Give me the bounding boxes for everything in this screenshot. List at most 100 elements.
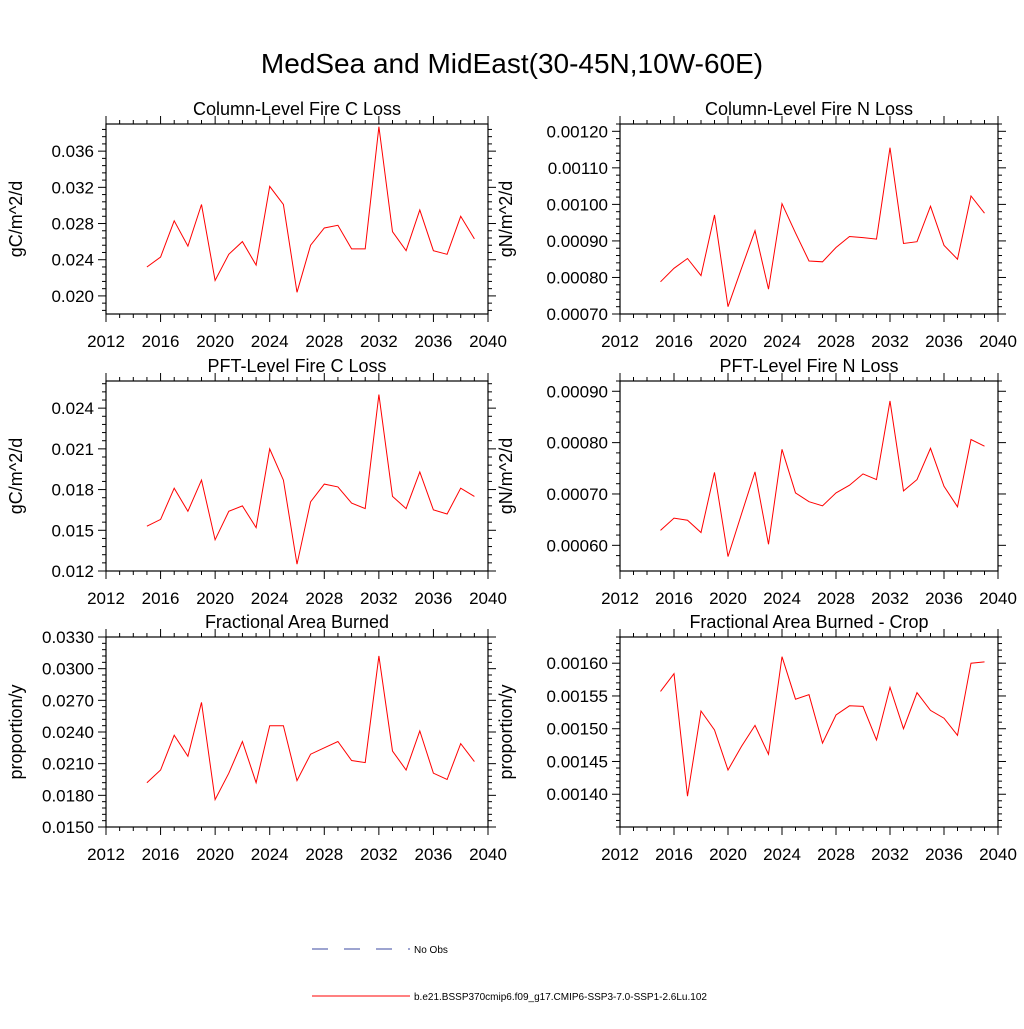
data-point — [808, 500, 810, 502]
data-point — [713, 729, 715, 731]
y-tick-label: 0.018 — [51, 481, 94, 500]
data-point — [835, 246, 837, 248]
data-point — [754, 229, 756, 231]
data-point — [228, 510, 230, 512]
plot-frame — [619, 380, 999, 572]
data-point — [754, 471, 756, 473]
data-point — [241, 505, 243, 507]
data-point — [673, 517, 675, 519]
data-point — [473, 495, 475, 497]
data-point — [364, 761, 366, 763]
data-point — [200, 701, 202, 703]
data-point — [309, 501, 311, 503]
panel-title: Column-Level Fire C Loss — [193, 99, 401, 119]
y-tick-label: 0.021 — [51, 440, 94, 459]
y-tick-label: 0.0270 — [42, 691, 94, 710]
plot-frame — [105, 636, 489, 828]
legend-obs-label: No Obs — [414, 945, 448, 956]
data-point — [173, 734, 175, 736]
data-point — [350, 248, 352, 250]
y-axis-label: proportion/y — [496, 684, 516, 779]
data-point — [956, 506, 958, 508]
y-tick-label: 0.028 — [51, 215, 94, 234]
y-tick-label: 0.0240 — [42, 723, 94, 742]
y-tick-label: 0.00160 — [547, 654, 608, 673]
y-tick-label: 0.0150 — [42, 818, 94, 837]
y-tick-label: 0.0330 — [42, 628, 94, 647]
data-point — [875, 739, 877, 741]
data-point — [378, 126, 380, 128]
x-tick-label: 2012 — [601, 589, 639, 608]
data-point — [350, 502, 352, 504]
data-point — [767, 753, 769, 755]
data-point — [727, 305, 729, 307]
x-tick-label: 2040 — [979, 845, 1017, 864]
panel-5: 2012 2016 2020 2024 2028 2032 2036 2040 0.0150 0.… — [6, 612, 507, 864]
y-tick-label: 0.036 — [51, 142, 94, 161]
x-tick-label: 2040 — [469, 589, 507, 608]
y-axis-label: gN/m^2/d — [496, 181, 516, 257]
data-point — [378, 393, 380, 395]
x-tick-label: 2040 — [979, 332, 1017, 351]
x-tick-label: 2036 — [925, 589, 963, 608]
plot-frame — [105, 380, 489, 572]
data-point — [781, 202, 783, 204]
data-point — [700, 274, 702, 276]
data-point — [983, 661, 985, 663]
data-point — [848, 484, 850, 486]
data-point — [269, 448, 271, 450]
y-tick-label: 0.00140 — [547, 785, 608, 804]
data-point — [391, 230, 393, 232]
y-tick-label: 0.020 — [51, 287, 94, 306]
x-tick-label: 2016 — [655, 332, 693, 351]
y-tick-label: 0.00080 — [547, 268, 608, 287]
y-tick-label: 0.0300 — [42, 660, 94, 679]
data-point — [200, 203, 202, 205]
series-line — [660, 400, 985, 557]
data-point — [296, 779, 298, 781]
data-point — [309, 244, 311, 246]
x-tick-label: 2040 — [979, 589, 1017, 608]
data-point — [391, 495, 393, 497]
data-point — [296, 563, 298, 565]
panel-title: PFT-Level Fire N Loss — [719, 356, 898, 376]
data-point — [323, 747, 325, 749]
panel-3: 2012 2016 2020 2024 2028 2032 2036 2040 0.012 0.0… — [6, 356, 507, 608]
data-point — [970, 662, 972, 664]
data-point — [740, 745, 742, 747]
x-tick-label: 2012 — [87, 589, 125, 608]
data-point — [686, 519, 688, 521]
panel-title: PFT-Level Fire C Loss — [207, 356, 386, 376]
data-point — [405, 249, 407, 251]
y-tick-label: 0.024 — [51, 399, 94, 418]
x-tick-label: 2024 — [763, 845, 801, 864]
data-point — [391, 750, 393, 752]
data-point — [187, 755, 189, 757]
x-tick-label: 2028 — [817, 589, 855, 608]
data-point — [794, 492, 796, 494]
x-tick-label: 2012 — [87, 845, 125, 864]
data-point — [983, 212, 985, 214]
data-point — [269, 185, 271, 187]
data-point — [902, 242, 904, 244]
data-point — [159, 769, 161, 771]
data-point — [727, 769, 729, 771]
data-point — [309, 753, 311, 755]
y-tick-label: 0.00100 — [547, 195, 608, 214]
x-tick-label: 2032 — [360, 845, 398, 864]
data-point — [173, 487, 175, 489]
data-point — [889, 147, 891, 149]
data-point — [943, 717, 945, 719]
data-point — [419, 471, 421, 473]
data-point — [282, 479, 284, 481]
data-point — [282, 203, 284, 205]
y-tick-label: 0.032 — [51, 178, 94, 197]
data-point — [159, 518, 161, 520]
data-point — [187, 245, 189, 247]
data-point — [862, 473, 864, 475]
data-point — [146, 525, 148, 527]
data-point — [700, 710, 702, 712]
data-point — [255, 264, 257, 266]
data-point — [808, 693, 810, 695]
y-tick-label: 0.0210 — [42, 755, 94, 774]
